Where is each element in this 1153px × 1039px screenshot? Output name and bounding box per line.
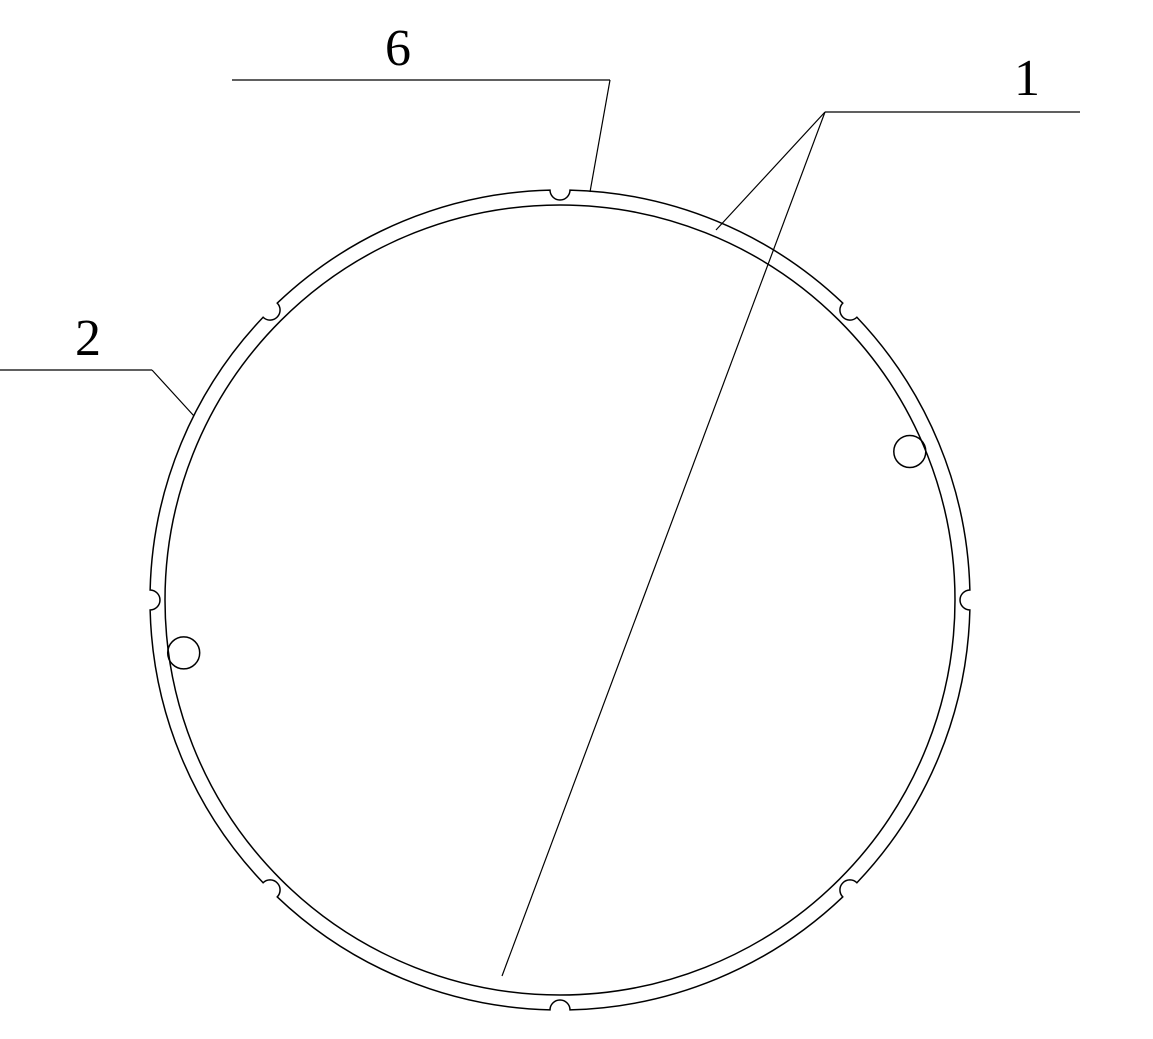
leader-angle-0 [590,80,610,192]
callout-label-6: 6 [385,20,411,77]
inner-small-circle-1 [168,637,200,669]
callout-labels: 6 1 2 [75,20,1040,367]
ring-assembly [150,190,970,1010]
leader-fork1-1 [716,112,825,230]
callout-label-2: 2 [75,310,101,367]
callout-label-1: 1 [1014,50,1040,107]
outer-ring [150,190,970,1010]
inner-small-circle-0 [894,436,926,468]
leader-fork2-1 [502,112,825,976]
technical-diagram: 6 1 2 [0,0,1153,1039]
callout-leaders [0,80,1080,976]
inner-ring [165,205,955,995]
inner-circles [168,436,926,669]
leader-angle-2 [152,370,194,416]
